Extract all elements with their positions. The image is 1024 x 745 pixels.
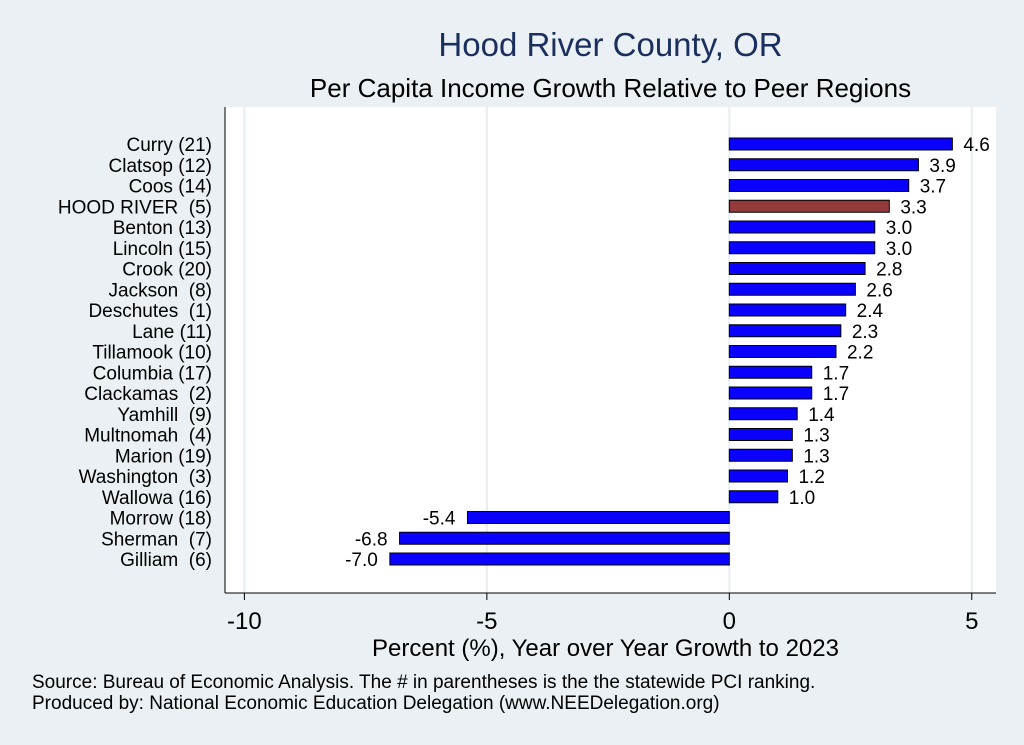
- bar: [399, 531, 730, 545]
- x-tick-label: 5: [965, 608, 978, 635]
- category-label: Jackson (8): [109, 280, 212, 301]
- value-label: 1.7: [823, 384, 849, 405]
- bar: [466, 511, 730, 524]
- bars: [389, 137, 953, 566]
- category-label: Morrow (18): [110, 509, 212, 530]
- value-label: -7.0: [345, 550, 378, 571]
- bar: [728, 282, 856, 296]
- x-axis: -10 -5 0 5: [224, 107, 996, 635]
- value-label: 1.3: [803, 446, 829, 467]
- category-label: Multnomah (4): [84, 426, 212, 447]
- category-label: Wallowa (16): [102, 488, 212, 509]
- value-labels: 4.63.93.73.33.03.02.82.62.42.32.21.71.71…: [345, 135, 990, 571]
- category-label: Coos (14): [129, 177, 212, 198]
- bar: [728, 407, 798, 421]
- category-label: Sherman (7): [101, 529, 212, 550]
- bar: [728, 365, 813, 379]
- value-label: 1.3: [803, 426, 829, 447]
- value-label: 3.7: [920, 177, 946, 198]
- value-label: 3.9: [929, 156, 955, 177]
- category-label: Yamhill (9): [117, 405, 212, 426]
- value-label: 1.0: [789, 488, 815, 509]
- category-labels: Curry (21)Clatsop (12)Coos (14)HOOD RIVE…: [58, 135, 212, 571]
- bar: [728, 428, 793, 441]
- bar: [728, 324, 842, 338]
- bar: [728, 448, 793, 462]
- category-label: Gilliam (6): [120, 550, 212, 571]
- bar: [728, 137, 953, 151]
- category-label: HOOD RIVER (5): [58, 197, 212, 218]
- bar-highlight: [728, 199, 890, 213]
- bar: [728, 158, 919, 172]
- bar: [728, 220, 876, 234]
- category-label: Tillamook (10): [92, 343, 212, 364]
- bar: [728, 386, 813, 400]
- category-label: Benton (13): [113, 218, 212, 239]
- category-label: Clackamas (2): [84, 384, 212, 405]
- category-label: Marion (19): [115, 446, 212, 467]
- category-label: Lane (11): [132, 322, 212, 343]
- source-note: Source: Bureau of Economic Analysis. The…: [32, 672, 816, 693]
- value-label: -5.4: [423, 509, 456, 530]
- value-label: 3.3: [900, 197, 926, 218]
- category-label: Columbia (17): [93, 363, 212, 384]
- category-label: Deschutes (1): [88, 301, 212, 322]
- value-label: -6.8: [355, 529, 388, 550]
- category-label: Lincoln (15): [113, 239, 212, 260]
- bar: [728, 262, 866, 275]
- bar: [728, 469, 788, 483]
- value-label: 1.4: [808, 405, 835, 426]
- category-label: Crook (20): [122, 260, 212, 281]
- value-label: 2.4: [857, 301, 884, 322]
- value-label: 2.3: [852, 322, 878, 343]
- value-label: 3.0: [886, 239, 912, 260]
- value-label: 1.2: [798, 467, 824, 488]
- value-label: 2.8: [876, 260, 902, 281]
- value-label: 2.6: [866, 280, 892, 301]
- chart-title: Hood River County, OR: [438, 26, 783, 63]
- category-label: Clatsop (12): [109, 156, 213, 177]
- bar: [389, 552, 730, 566]
- bar: [728, 179, 910, 192]
- x-tick-label: -10: [227, 608, 262, 635]
- category-label: Curry (21): [126, 135, 212, 156]
- bar: [728, 241, 876, 255]
- producer-note: Produced by: National Economic Education…: [32, 693, 720, 714]
- bar: [728, 345, 837, 358]
- value-label: 1.7: [823, 363, 849, 384]
- value-label: 3.0: [886, 218, 912, 239]
- bar: [728, 490, 779, 504]
- x-tick-label: -5: [476, 608, 497, 635]
- x-tick-label: 0: [723, 608, 736, 635]
- value-label: 4.6: [963, 135, 989, 156]
- x-axis-title: Percent (%), Year over Year Growth to 20…: [372, 635, 839, 662]
- bar: [728, 303, 847, 317]
- chart-subtitle: Per Capita Income Growth Relative to Pee…: [309, 73, 912, 103]
- value-label: 2.2: [847, 343, 873, 364]
- category-label: Washington (3): [79, 467, 212, 488]
